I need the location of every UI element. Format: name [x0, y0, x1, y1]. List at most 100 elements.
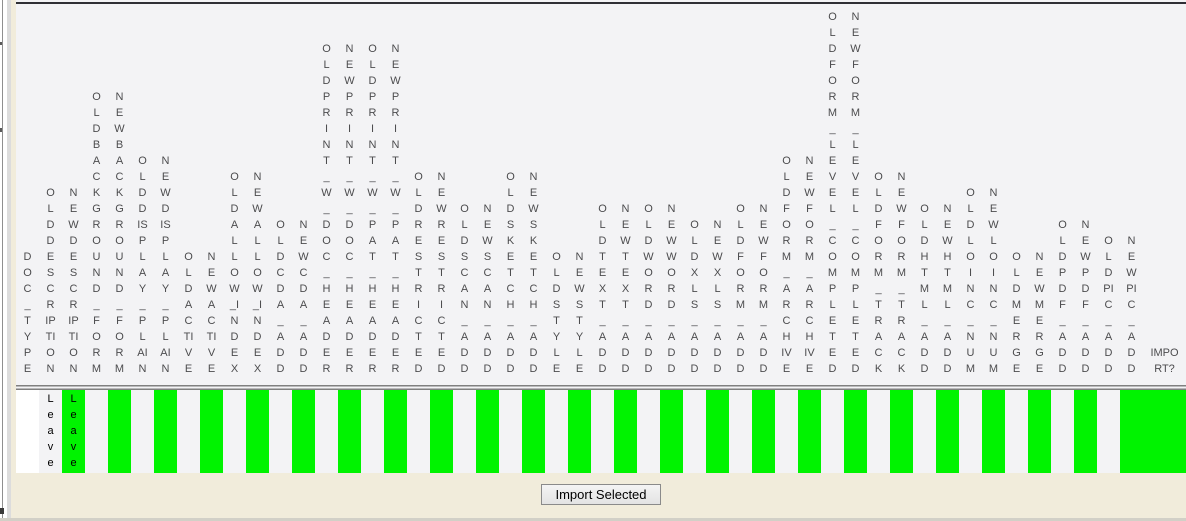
- cell-oldallow-index[interactable]: [223, 390, 246, 473]
- cell-value: [436, 390, 447, 391]
- cell-newpic-add[interactable]: [1120, 390, 1143, 473]
- cell-newrestricted[interactable]: [430, 390, 453, 473]
- cell-oldword-add[interactable]: [637, 390, 660, 473]
- cell-newpdf-add[interactable]: [1074, 390, 1097, 473]
- cell-oldloinc-num[interactable]: [959, 390, 982, 473]
- column-header-label: OLDBACKGROUND_FORM: [91, 91, 102, 375]
- column-header-label: NEWPRINT_W_PAT_HEADER: [390, 43, 401, 375]
- cell-newform-level-completed[interactable]: [844, 390, 867, 473]
- cell-oldxls-add[interactable]: [683, 390, 706, 473]
- cell-newmerge[interactable]: [1028, 390, 1051, 473]
- cell-newword-add[interactable]: [660, 390, 683, 473]
- column-header-label: NEWACTIVE: [206, 251, 217, 375]
- column-header-newprint-w-doc-header: NEWPRINT_W_DOC_HEADER: [338, 4, 361, 385]
- cell-newbackground-form[interactable]: [108, 390, 131, 473]
- cell-newtext-add[interactable]: [614, 390, 637, 473]
- cell-newstyle[interactable]: [568, 390, 591, 473]
- column-header-label: OLDPRINT_W_DOC_HEADER: [321, 43, 332, 375]
- cell-newsketch-add[interactable]: [522, 390, 545, 473]
- cell-value: [298, 390, 309, 391]
- column-header-newallow-index: NEWALLOW_INDEX: [246, 4, 269, 385]
- column-header-oldxls-add: OLDXLS_ADD: [683, 4, 706, 385]
- cell-olddisplay-plain[interactable]: [131, 390, 154, 473]
- cell-oldrestricted[interactable]: [407, 390, 430, 473]
- cell-oldform-track[interactable]: [867, 390, 890, 473]
- column-header-olddescription: OLDDESCRIPTION: [39, 4, 62, 385]
- cell-newprint-w-doc-header[interactable]: [338, 390, 361, 473]
- document-type-import-grid: DOC_TYPE OLDDESCRIPTION NEWDESCRIPTION OLDB…: [16, 0, 1186, 473]
- column-header-label: OLDRESTRICTED: [414, 171, 423, 375]
- column-header-label: OLDPIC_ADD: [1103, 235, 1114, 375]
- column-header-newpic-add: NEWPIC_ADD: [1120, 4, 1143, 385]
- cell-newform-track[interactable]: [890, 390, 913, 473]
- cell-value: [1103, 390, 1114, 391]
- column-header-label: OLDFORM_ADD: [735, 203, 746, 375]
- column-header-newscan-add: NEWSCAN_ADD: [476, 4, 499, 385]
- cell-value: [229, 390, 240, 391]
- column-header-label: NEWRESTRICTED: [436, 171, 447, 375]
- cell-oldsketch-add[interactable]: [499, 390, 522, 473]
- column-header-label: OLDSTYLE: [552, 251, 561, 375]
- column-header-label: NEWSTYLE: [574, 251, 585, 375]
- cell-oldbackground-form[interactable]: [85, 390, 108, 473]
- cell-newform-add[interactable]: [752, 390, 775, 473]
- cell-oldcda-add[interactable]: [269, 390, 292, 473]
- cell-oldhtml-add[interactable]: [913, 390, 936, 473]
- cell-value: [206, 390, 217, 391]
- column-header-label: NEWPIC_ADD: [1126, 235, 1137, 375]
- cell-value: [597, 390, 608, 391]
- cell-newxls-add[interactable]: [706, 390, 729, 473]
- cell-oldscan-add[interactable]: [453, 390, 476, 473]
- cell-oldprint-w-pat-header[interactable]: [361, 390, 384, 473]
- cell-oldactive[interactable]: [177, 390, 200, 473]
- column-header-label: NEWLOINC_NUM: [988, 187, 999, 375]
- cell-value: [137, 390, 148, 391]
- column-header-oldstyle: OLDSTYLE: [545, 4, 568, 385]
- cell-newdescription[interactable]: Leave: [62, 390, 85, 473]
- column-header-oldsketch-add: OLDSKETCH_ADD: [499, 4, 522, 385]
- column-header-oldallow-index: OLDALLOW_INDEX: [223, 4, 246, 385]
- panel-divider-line: [2, 0, 3, 521]
- cell-import[interactable]: [1143, 390, 1186, 473]
- cell-newdisplay-plain[interactable]: [154, 390, 177, 473]
- column-header-newactive: NEWACTIVE: [200, 4, 223, 385]
- header-separator: [16, 385, 1186, 390]
- cell-value: [528, 390, 539, 391]
- cell-oldpic-add[interactable]: [1097, 390, 1120, 473]
- cell-newform-archive[interactable]: [798, 390, 821, 473]
- cell-oldform-add[interactable]: [729, 390, 752, 473]
- cell-olddescription[interactable]: Leave: [39, 390, 62, 473]
- import-selected-button[interactable]: Import Selected: [541, 484, 661, 505]
- cell-value: [781, 390, 792, 391]
- cell-oldform-archive[interactable]: [775, 390, 798, 473]
- cell-oldstyle[interactable]: [545, 390, 568, 473]
- cell-value: [574, 390, 585, 391]
- cell-doc-type[interactable]: [16, 390, 39, 473]
- cell-oldpdf-add[interactable]: [1051, 390, 1074, 473]
- cell-oldform-level-completed[interactable]: [821, 390, 844, 473]
- cell-newprint-w-pat-header[interactable]: [384, 390, 407, 473]
- cell-newallow-index[interactable]: [246, 390, 269, 473]
- cell-oldtext-add[interactable]: [591, 390, 614, 473]
- column-header-newrestricted: NEWRESTRICTED: [430, 4, 453, 385]
- panel-border-strip: [7, 0, 11, 521]
- cell-oldprint-w-doc-header[interactable]: [315, 390, 338, 473]
- column-header-label: OLDPRINT_W_PAT_HEADER: [367, 43, 378, 375]
- column-header-newform-track: NEWFORM_TRACK: [890, 4, 913, 385]
- column-header-oldtext-add: OLDTEXT_ADD: [591, 4, 614, 385]
- dialog-margin: [11, 0, 16, 521]
- cell-newloinc-num[interactable]: [982, 390, 1005, 473]
- cell-value: [942, 390, 953, 391]
- cell-value: [873, 390, 884, 391]
- panel-edge-mark: [0, 508, 4, 514]
- column-header-newform-archive: NEWFORM_ARCHIVE: [798, 4, 821, 385]
- cell-newactive[interactable]: [200, 390, 223, 473]
- cell-oldmerge[interactable]: [1005, 390, 1028, 473]
- cell-newhtml-add[interactable]: [936, 390, 959, 473]
- column-header-label: OLDMERGE: [1011, 251, 1022, 375]
- panel-edge-mark: [0, 42, 2, 45]
- column-header-label: IMPORT?: [1150, 347, 1179, 375]
- cell-newcda-add[interactable]: [292, 390, 315, 473]
- cell-newscan-add[interactable]: [476, 390, 499, 473]
- cell-value: [827, 390, 838, 391]
